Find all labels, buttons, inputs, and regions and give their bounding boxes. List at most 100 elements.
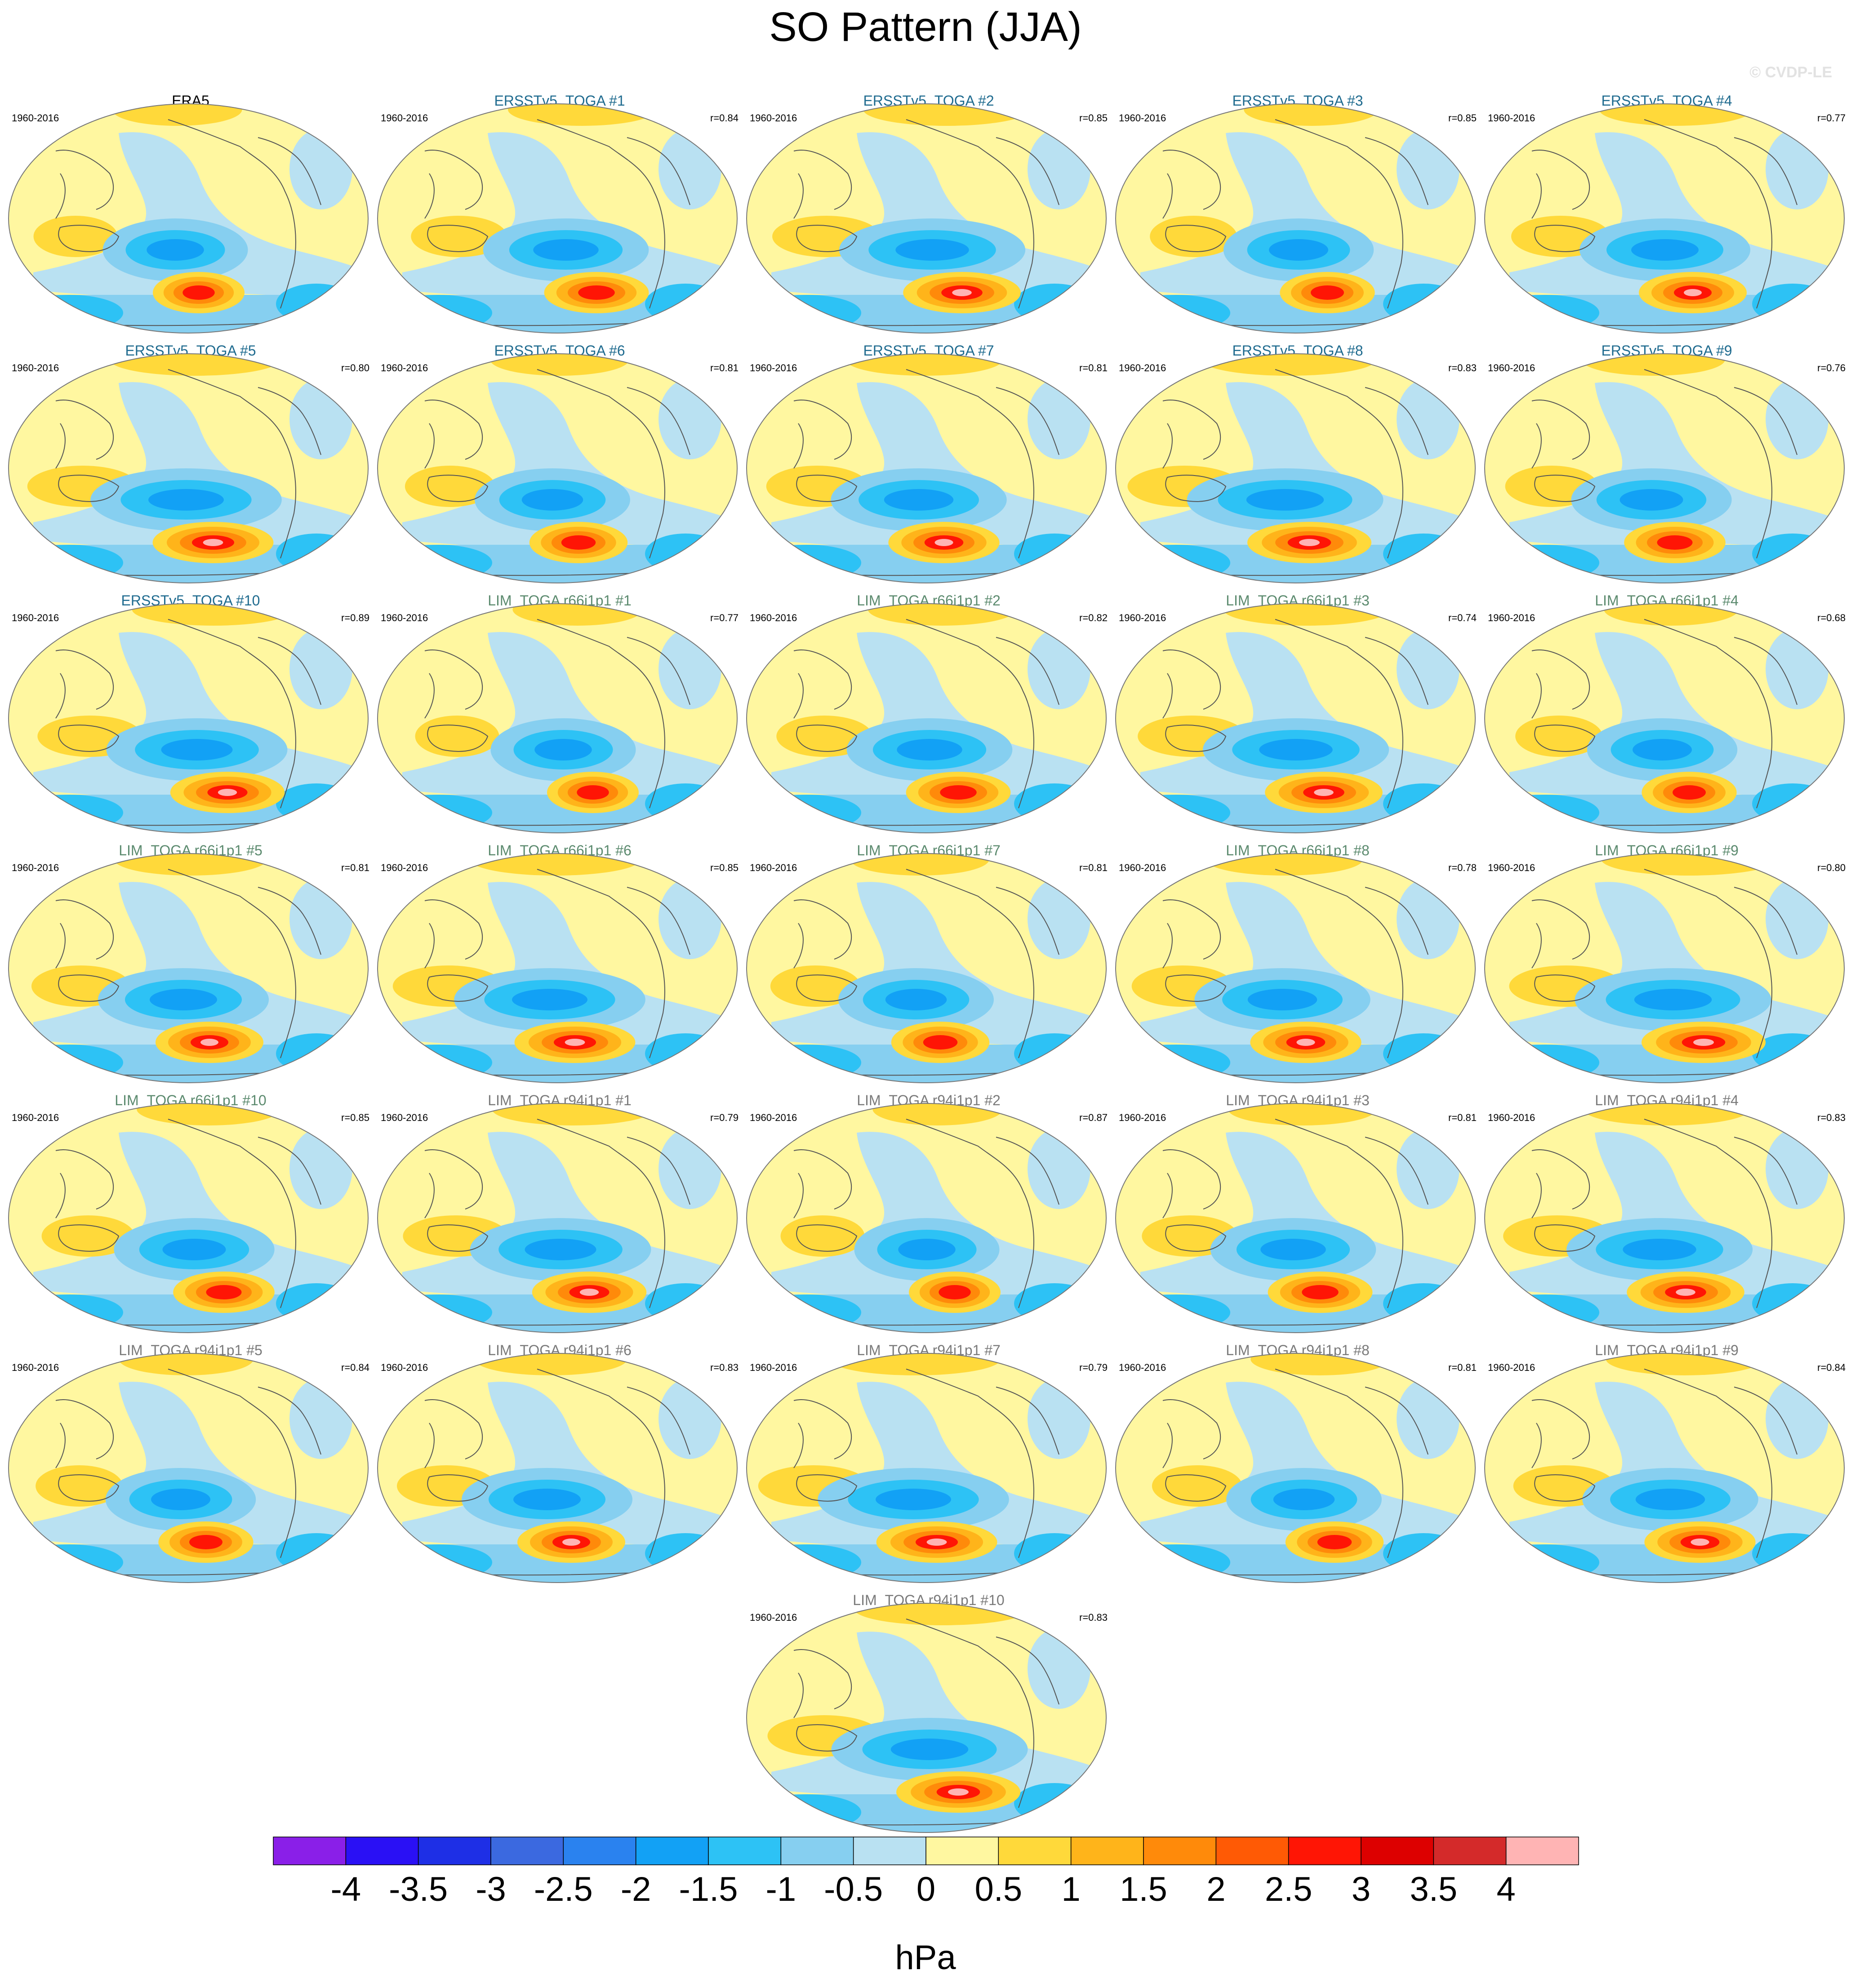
map-globe [746, 353, 1107, 583]
map-globe [746, 1103, 1107, 1333]
arctic-high [1604, 604, 1739, 626]
map-field [1485, 354, 1844, 583]
map-field [747, 354, 1106, 583]
so-high-peak [203, 539, 223, 546]
panel-years: 1960-2016 [12, 612, 59, 623]
panel-correlation: r=0.83 [1079, 1612, 1108, 1623]
map-field [1485, 604, 1844, 833]
colorbar-swatch [1505, 1837, 1579, 1865]
map-globe [746, 1353, 1107, 1583]
midlat-low-core [1634, 989, 1712, 1010]
map-globe [746, 1603, 1107, 1833]
arctic-high [854, 1603, 1030, 1625]
arctic-high [137, 1103, 280, 1125]
midlat-low-core [534, 739, 592, 761]
panel-years: 1960-2016 [750, 112, 797, 124]
map-globe [377, 853, 738, 1083]
panel-correlation: r=0.81 [1448, 1112, 1477, 1123]
map-globe [1115, 603, 1476, 833]
colorbar-units: hPa [895, 1939, 956, 1977]
colorbar-tick-label: -1.5 [679, 1870, 738, 1908]
map-border [1484, 603, 1845, 833]
panel-years: 1960-2016 [1119, 1112, 1166, 1123]
so-high-4 [189, 1535, 222, 1549]
colorbar-tick-label: -4 [331, 1870, 361, 1908]
arctic-high [132, 604, 294, 626]
midlat-low-core [1633, 739, 1692, 761]
panel-years: 1960-2016 [1488, 1362, 1535, 1373]
arctic-high [1583, 1103, 1750, 1125]
map-border [1484, 1353, 1845, 1583]
colorbar-tick-label: 1 [1062, 1870, 1081, 1908]
map-panel: LIM_TOGA r66i1p1 #3 1960-2016 r=0.74 [1113, 592, 1482, 835]
midlat-low-core [890, 1739, 969, 1760]
colorbar-tick-label: -2 [621, 1870, 651, 1908]
colorbar-swatch [1361, 1837, 1434, 1865]
panel-years: 1960-2016 [750, 612, 797, 623]
map-border [1115, 1353, 1476, 1583]
so-high-peak [952, 289, 972, 296]
map-border [746, 603, 1107, 833]
map-globe [1484, 353, 1845, 583]
so-high-peak [1693, 1039, 1714, 1046]
midlat-low-core [1273, 1489, 1335, 1510]
map-border [746, 103, 1107, 334]
midlat-low-core [525, 1239, 596, 1260]
midlat-low-core [151, 1489, 210, 1510]
map-panel: LIM_TOGA r94i1p1 #10 1960-2016 r=0.83 [744, 1592, 1113, 1835]
australia-high [1515, 716, 1602, 757]
panel-years: 1960-2016 [750, 862, 797, 873]
arctic-high [1244, 104, 1379, 126]
so-high-peak [562, 1539, 580, 1546]
map-panel: LIM_TOGA r66i1p1 #6 1960-2016 r=0.85 [375, 842, 744, 1085]
map-border [377, 353, 738, 583]
midlat-low-core [147, 239, 204, 261]
panel-correlation: r=0.85 [341, 1112, 369, 1123]
colorbar-swatch [563, 1837, 636, 1865]
panel-correlation: r=0.68 [1817, 612, 1846, 623]
colorbar-swatch [708, 1837, 782, 1865]
panel-correlation: r=0.83 [1448, 362, 1477, 374]
map-panel: LIM_TOGA r94i1p1 #9 1960-2016 r=0.84 [1482, 1342, 1851, 1585]
panel-correlation: r=0.83 [1817, 1112, 1846, 1123]
map-panel: LIM_TOGA r94i1p1 #1 1960-2016 r=0.79 [375, 1092, 744, 1335]
panel-years: 1960-2016 [381, 362, 428, 374]
map-panel: ERSSTv5_TOGA #9 1960-2016 r=0.76 [1482, 342, 1851, 585]
map-border [377, 1103, 738, 1333]
map-border [746, 353, 1107, 583]
panel-correlation: r=0.87 [1079, 1112, 1108, 1123]
map-field [747, 854, 1106, 1083]
arctic-high [490, 354, 629, 376]
arctic-high [512, 604, 643, 626]
panel-years: 1960-2016 [1119, 1362, 1166, 1373]
map-border [1115, 1103, 1476, 1333]
midlat-low-core [1269, 239, 1328, 261]
colorbar-swatch [418, 1837, 491, 1865]
panel-years: 1960-2016 [1488, 612, 1535, 623]
so-high-peak [1296, 1039, 1315, 1046]
map-globe [8, 1103, 369, 1333]
so-high-4 [1311, 285, 1344, 300]
panel-correlation: r=0.76 [1817, 362, 1846, 374]
map-panel: LIM_TOGA r94i1p1 #7 1960-2016 r=0.79 [744, 1342, 1113, 1585]
panel-years: 1960-2016 [12, 1362, 59, 1373]
panel-years: 1960-2016 [1488, 1112, 1535, 1123]
colorbar-tick-label: -3.5 [389, 1870, 448, 1908]
arctic-high [1201, 354, 1377, 376]
map-globe [8, 603, 369, 833]
map-globe [1115, 103, 1476, 334]
arctic-high [845, 354, 1003, 376]
colorbar-swatch [1433, 1837, 1507, 1865]
australia-high [36, 1465, 123, 1507]
panel-years: 1960-2016 [1488, 112, 1535, 124]
panel-correlation: r=0.81 [1448, 1362, 1477, 1373]
map-border [8, 603, 369, 833]
map-panel: ERSSTv5_TOGA #8 1960-2016 r=0.83 [1113, 342, 1482, 585]
so-high-4 [1302, 1285, 1339, 1299]
map-panel: LIM_TOGA r94i1p1 #5 1960-2016 r=0.84 [6, 1342, 375, 1585]
colorbar-tick-label: 4 [1497, 1870, 1516, 1908]
panel-correlation: r=0.79 [1079, 1362, 1108, 1373]
arctic-high [1205, 854, 1363, 876]
